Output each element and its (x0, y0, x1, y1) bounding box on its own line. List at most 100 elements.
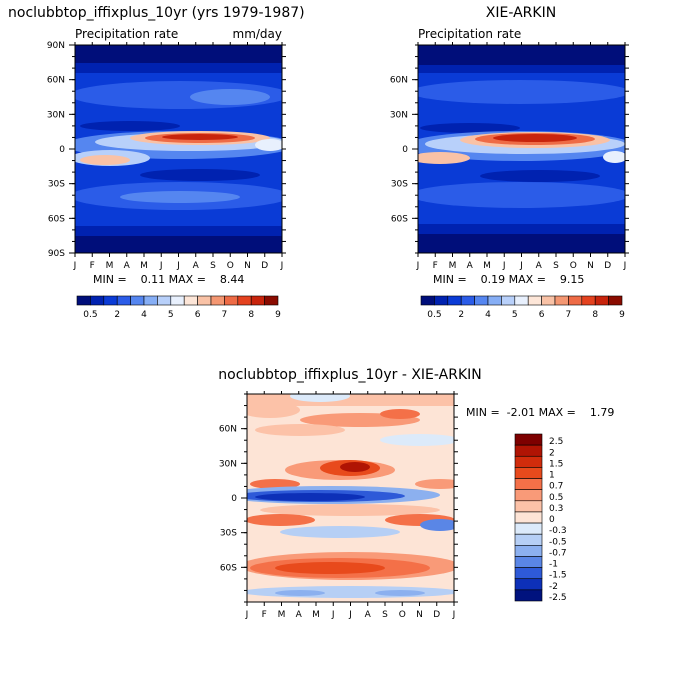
model-colorbar-label: 2 (114, 310, 120, 320)
diff-colorbar-swatch (514, 467, 543, 479)
model-y-tick-label: 60N (47, 76, 65, 86)
model-x-tick-label: F (90, 261, 95, 271)
model-colorbar-label: 0.5 (83, 310, 97, 320)
diff-title: noclubbtop_iffixplus_10yr - XIE-ARKIN (218, 367, 481, 383)
diff-colorbar-label: -0.5 (549, 537, 567, 547)
diff-colorbar-swatch (514, 455, 543, 468)
model-x-tick-label: A (193, 261, 200, 271)
obs-y-tick-label: 0 (402, 145, 408, 155)
diff-x-tick-label: J (348, 610, 352, 620)
diff-colorbar-label: 0.3 (549, 504, 563, 514)
diff-colorbar-swatch (514, 567, 543, 580)
diff-colorbar: 2.521.5 10.70.50.30-0.3-0.5-0.7 -1-1.5-2-2… (514, 433, 567, 603)
obs-y-tick-label: 60N (390, 76, 408, 86)
diff-colorbar-label: 1 (549, 471, 555, 481)
obs-x-tick-label: M (483, 261, 491, 271)
diff-panel: noclubbtop_iffixplus_10yr - XIE-ARKIN MI… (218, 367, 614, 620)
model-colorbar-swatch (90, 295, 105, 306)
obs-x-tick-label: D (604, 261, 611, 271)
diff-x-tick-label: A (296, 610, 303, 620)
diff-colorbar-swatch (514, 478, 543, 490)
model-colorbar-swatch (237, 295, 252, 306)
model-colorbar-swatch (76, 295, 91, 306)
diff-y-tick-label: 60S (220, 563, 237, 573)
model-x-tick-label: J (176, 261, 180, 271)
obs-colorbar-swatch (501, 295, 516, 306)
model-colorbar-swatch (224, 295, 239, 306)
obs-y-tick-label: 30S (391, 180, 408, 190)
model-heatmap (75, 45, 282, 253)
model-colorbar-label: 6 (195, 310, 201, 320)
diff-x-tick-label: O (399, 610, 406, 620)
diff-x-tick-label: M (278, 610, 286, 620)
diff-x-tick-label: D (433, 610, 440, 620)
obs-colorbar-label: 8 (592, 310, 598, 320)
diff-y-tick-label: 30N (219, 459, 237, 469)
diff-colorbar-label: 0.7 (549, 482, 563, 492)
model-x-tick-label: J (73, 261, 77, 271)
obs-x-tick-label: A (536, 261, 543, 271)
model-title: noclubbtop_iffixplus_10yr (yrs 1979-1987… (8, 5, 305, 21)
obs-colorbar-swatch (554, 295, 569, 306)
model-x-tick-label: J (159, 261, 163, 271)
model-subtitle: Precipitation rate (75, 27, 178, 41)
obs-colorbar-label: 9 (619, 310, 625, 320)
obs-colorbar-swatch (474, 295, 489, 306)
obs-colorbar-label: 5 (512, 310, 518, 320)
model-min-max: MIN = 0.11 MAX = 8.44 (93, 273, 244, 286)
obs-x-tick-label: N (587, 261, 594, 271)
diff-x-tick-label: J (245, 610, 249, 620)
model-colorbar-swatch (130, 295, 145, 306)
diff-y-tick-label: 0 (231, 494, 237, 504)
obs-colorbar-swatch (514, 295, 529, 306)
obs-x-tick-label: J (519, 261, 523, 271)
obs-min-max: MIN = 0.19 MAX = 9.15 (433, 273, 584, 286)
obs-colorbar-swatch (487, 295, 502, 306)
obs-colorbar-swatch (541, 295, 556, 306)
model-y-tick-label: 30S (48, 180, 65, 190)
model-y-tick-label: 90N (47, 41, 65, 51)
model-colorbar-label: 9 (275, 310, 281, 320)
diff-heatmap (247, 394, 454, 602)
model-colorbar-swatch (210, 295, 225, 306)
obs-colorbar-swatch (608, 295, 623, 306)
diff-colorbar-label: -1.5 (549, 571, 567, 581)
obs-colorbar-label: 4 (485, 310, 491, 320)
model-colorbar-swatch (116, 295, 131, 306)
model-colorbar-swatch (183, 295, 198, 306)
obs-title: XIE-ARKIN (486, 5, 556, 21)
model-colorbar-label: 4 (141, 310, 147, 320)
model-colorbar-label: 8 (248, 310, 254, 320)
diff-colorbar-swatch (514, 433, 543, 446)
obs-colorbar-swatch (420, 295, 435, 306)
obs-subtitle: Precipitation rate (418, 27, 521, 41)
obs-colorbar-swatch (460, 295, 475, 306)
diff-colorbar-swatch (514, 545, 543, 557)
model-colorbar-swatch (197, 295, 212, 306)
diff-colorbar-swatch (514, 511, 543, 524)
diff-colorbar-label: 2.5 (549, 437, 563, 447)
model-colorbar-swatch (157, 295, 172, 306)
diff-colorbar-label: 0.5 (549, 493, 563, 503)
obs-colorbar-swatch (581, 295, 596, 306)
obs-heatmap (418, 45, 625, 253)
diff-x-tick-label: J (452, 610, 456, 620)
model-colorbar-label: 5 (168, 310, 174, 320)
model-colorbar-swatch (103, 295, 118, 306)
obs-x-tick-label: S (553, 261, 559, 271)
diff-colorbar-label: -0.3 (549, 526, 567, 536)
model-x-tick-label: M (140, 261, 148, 271)
diff-colorbar-swatch (514, 589, 543, 602)
diff-colorbar-label: -2 (549, 582, 558, 592)
model-y-tick-label: 90S (48, 249, 65, 259)
model-x-tick-label: A (124, 261, 131, 271)
diff-y-tick-label: 60N (219, 425, 237, 435)
diff-colorbar-label: -0.7 (549, 548, 567, 558)
diff-colorbar-swatch (514, 489, 543, 502)
diff-x-tick-label: S (382, 610, 388, 620)
obs-colorbar-swatch (568, 295, 583, 306)
diff-colorbar-label: 0 (549, 515, 555, 525)
diff-min-max: MIN = -2.01 MAX = 1.79 (466, 406, 614, 419)
